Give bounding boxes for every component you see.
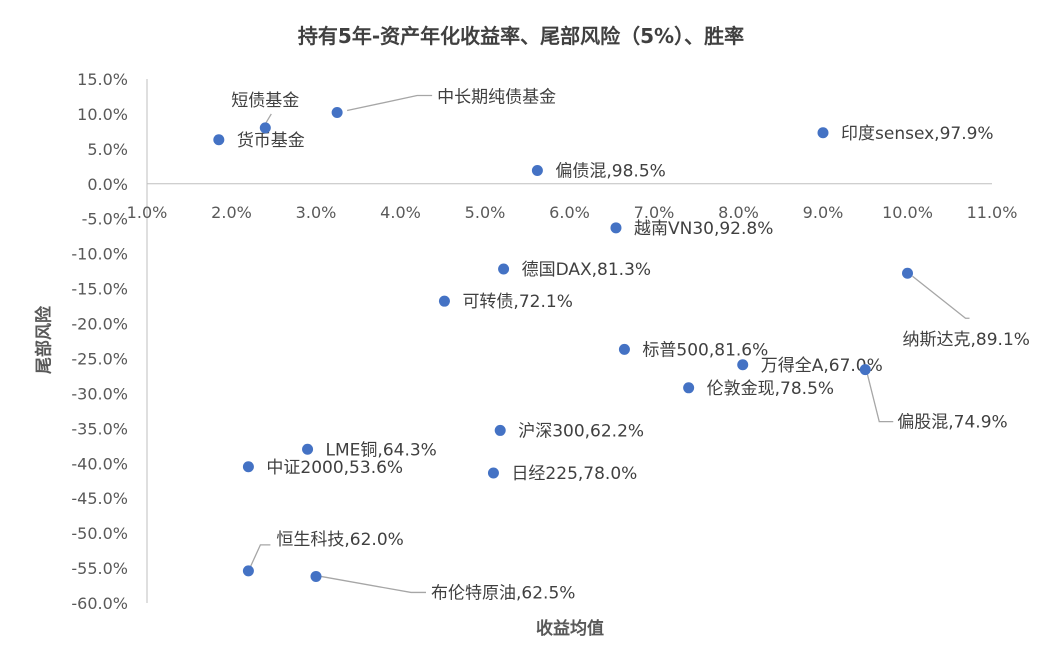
y-tick-label: 10.0%: [77, 105, 128, 124]
y-tick-label: -5.0%: [82, 210, 128, 229]
x-tick-label: 11.0%: [967, 203, 1018, 222]
data-point: [618, 343, 630, 355]
data-label: 越南VN30,92.8%: [634, 219, 773, 239]
x-tick-label: 8.0%: [718, 203, 759, 222]
data-label: 标普500,81.6%: [642, 340, 768, 360]
y-tick-label: 15.0%: [77, 70, 128, 89]
y-axis-title: 尾部风险: [34, 306, 55, 374]
leader-line: [346, 94, 433, 112]
data-label: 偏股混,74.9%: [897, 413, 1007, 433]
y-tick-label: -30.0%: [71, 384, 128, 403]
leader-line: [264, 113, 272, 125]
data-label: 可转债,72.1%: [462, 292, 572, 312]
data-point: [331, 107, 343, 119]
y-tick-label: -40.0%: [71, 454, 128, 473]
x-tick-label: 7.0%: [634, 203, 675, 222]
leader-line: [866, 373, 894, 423]
leader-line: [249, 544, 271, 568]
y-tick-label: 5.0%: [87, 140, 128, 159]
data-point: [817, 127, 829, 139]
x-tick-label: 9.0%: [803, 203, 844, 222]
data-point: [487, 467, 499, 479]
data-point: [259, 122, 271, 134]
data-point: [610, 222, 622, 234]
data-label: 短债基金: [231, 91, 299, 111]
data-label: 偏债混,98.5%: [555, 162, 665, 182]
data-label: 伦敦金现,78.5%: [707, 379, 834, 399]
y-tick-label: -10.0%: [71, 245, 128, 264]
y-tick-label: -20.0%: [71, 315, 128, 334]
leader-line: [320, 575, 426, 594]
data-label: 德国DAX,81.3%: [522, 260, 651, 280]
data-point: [438, 295, 450, 307]
data-point: [683, 382, 695, 394]
data-label: 中证2000,53.6%: [266, 458, 403, 478]
x-axis-title: 收益均值: [536, 619, 604, 639]
y-tick-label: 0.0%: [87, 175, 128, 194]
data-point: [242, 565, 254, 577]
y-tick-label: -45.0%: [71, 489, 128, 508]
x-tick-label: 6.0%: [549, 203, 590, 222]
data-point: [242, 461, 254, 473]
data-label: 恒生科技,62.0%: [276, 530, 403, 550]
x-tick-label: 5.0%: [465, 203, 506, 222]
leader-line: [912, 275, 970, 319]
data-point: [310, 570, 322, 582]
data-label: 日经225,78.0%: [511, 464, 637, 484]
data-label: 货币基金: [237, 131, 305, 151]
y-tick-label: -60.0%: [71, 594, 128, 613]
data-point: [531, 165, 543, 177]
data-label: 印度sensex,97.9%: [841, 124, 994, 144]
data-label: 布伦特原油,62.5%: [431, 583, 575, 603]
data-point: [213, 134, 225, 146]
data-point: [494, 424, 506, 436]
y-tick-label: -50.0%: [71, 524, 128, 543]
x-tick-label: 4.0%: [380, 203, 421, 222]
data-label: 万得全A,67.0%: [761, 356, 883, 376]
data-point: [737, 359, 749, 371]
x-tick-label: 2.0%: [211, 203, 252, 222]
data-label: LME铜,64.3%: [326, 440, 437, 460]
data-label: 沪深300,62.2%: [518, 421, 644, 441]
data-point: [859, 364, 871, 376]
y-tick-label: -25.0%: [71, 349, 128, 368]
x-tick-label: 3.0%: [296, 203, 337, 222]
y-tick-label: -35.0%: [71, 419, 128, 438]
data-label: 中长期纯债基金: [437, 88, 556, 108]
chart-title: 持有5年-资产年化收益率、尾部风险（5%）、胜率: [297, 24, 745, 48]
x-tick-label: 1.0%: [127, 203, 168, 222]
data-point: [498, 263, 510, 275]
y-tick-label: -15.0%: [71, 280, 128, 299]
data-point: [902, 267, 913, 279]
data-point: [302, 443, 314, 455]
x-tick-label: 10.0%: [882, 203, 933, 222]
data-label: 纳斯达克,89.1%: [903, 330, 1030, 350]
y-tick-label: -55.0%: [71, 559, 128, 578]
